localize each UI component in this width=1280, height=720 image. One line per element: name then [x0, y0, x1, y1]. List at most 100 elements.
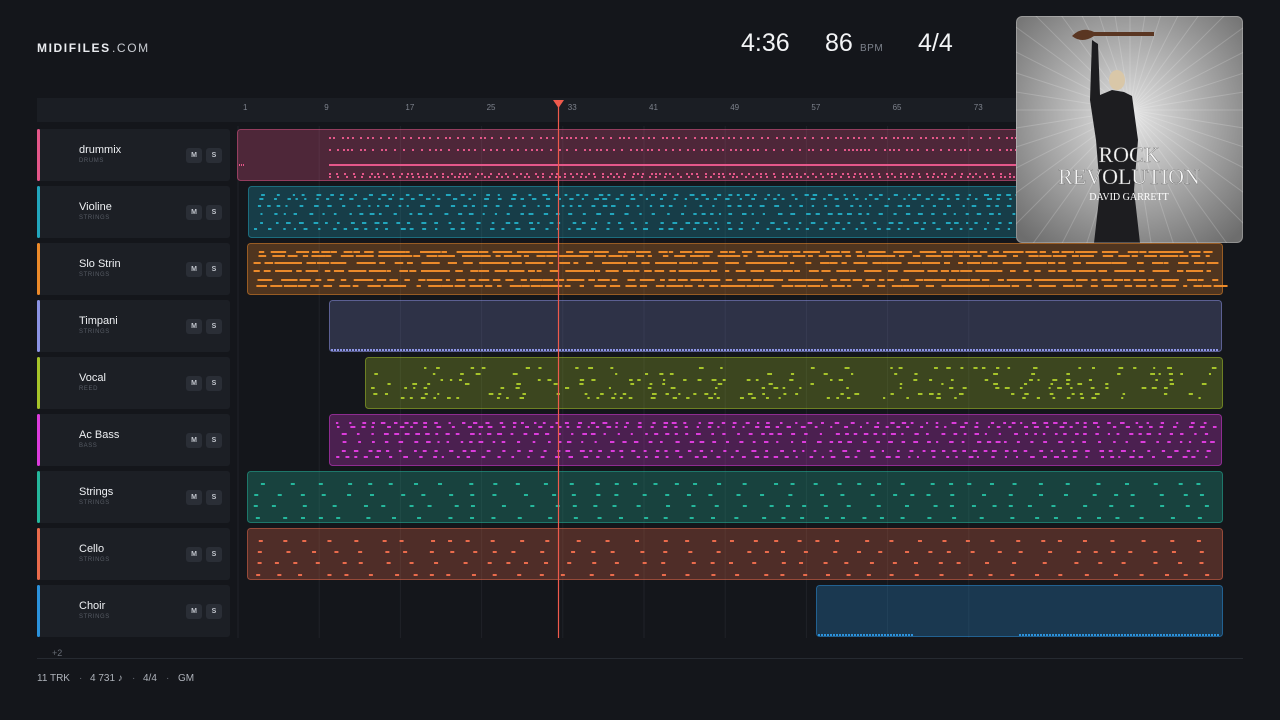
note [884, 634, 886, 636]
note [979, 251, 988, 253]
solo-button[interactable]: S [206, 490, 222, 505]
note [1052, 255, 1066, 257]
note [358, 562, 363, 564]
note [951, 176, 953, 178]
note [357, 205, 361, 207]
ray [1129, 47, 1243, 111]
note [596, 149, 598, 151]
mute-button[interactable]: M [186, 604, 202, 619]
note [512, 194, 517, 196]
note [950, 379, 954, 381]
solo-button[interactable]: S [206, 148, 222, 163]
note [684, 205, 687, 207]
note [1201, 349, 1203, 351]
note [691, 349, 693, 351]
track-header[interactable]: Violine STRINGS M S [37, 186, 230, 238]
note [929, 251, 937, 253]
mute-button[interactable]: M [186, 319, 202, 334]
note [1003, 349, 1005, 351]
note [853, 349, 855, 351]
more-tracks[interactable]: +2 [52, 648, 63, 658]
note [756, 251, 764, 253]
mute-button[interactable]: M [186, 205, 202, 220]
track-header[interactable]: Timpani STRINGS M S [37, 300, 230, 352]
solo-button[interactable]: S [206, 376, 222, 391]
note [608, 387, 611, 389]
note [578, 205, 582, 207]
note [569, 483, 574, 485]
mute-button[interactable]: M [186, 148, 202, 163]
note [239, 164, 240, 166]
mute-button[interactable]: M [186, 376, 202, 391]
note [461, 222, 465, 224]
note [1073, 634, 1075, 636]
note [770, 222, 775, 224]
note [384, 393, 389, 395]
mute-button[interactable]: M [186, 433, 202, 448]
note [1006, 349, 1008, 351]
note [388, 349, 390, 351]
track-header[interactable]: drummix DRUMS M S [37, 129, 230, 181]
note [912, 198, 917, 200]
note [420, 270, 435, 272]
note [881, 634, 883, 636]
note [958, 349, 960, 351]
footer-stat: 4 731 ♪ [90, 673, 123, 684]
note [550, 349, 552, 351]
note [343, 349, 345, 351]
note [501, 228, 505, 230]
note [342, 137, 344, 139]
note [597, 279, 610, 281]
note [670, 349, 672, 351]
note [917, 540, 922, 542]
track-header[interactable]: Choir STRINGS M S [37, 585, 230, 637]
ruler-label: 1 [243, 103, 248, 112]
track-header[interactable]: Slo Strin STRINGS M S [37, 243, 230, 295]
track-header[interactable]: Ac Bass BASS M S [37, 414, 230, 466]
track-header[interactable]: Vocal REED M S [37, 357, 230, 409]
note [1103, 634, 1105, 636]
track-header[interactable]: Cello STRINGS M S [37, 528, 230, 580]
solo-button[interactable]: S [206, 319, 222, 334]
note [329, 176, 331, 178]
track-header[interactable]: Strings STRINGS M S [37, 471, 230, 523]
note [1003, 251, 1014, 253]
note [623, 255, 628, 257]
mute-button[interactable]: M [186, 490, 202, 505]
note [893, 194, 898, 196]
mute-button[interactable]: M [186, 547, 202, 562]
note [417, 517, 422, 519]
note [966, 222, 969, 224]
note [600, 393, 604, 395]
solo-button[interactable]: S [206, 205, 222, 220]
note [255, 517, 260, 519]
note [633, 483, 638, 485]
figure [1090, 40, 1140, 243]
clip [247, 243, 1228, 295]
note [1131, 255, 1138, 257]
note [956, 198, 960, 200]
note [350, 426, 356, 428]
ray [1129, 109, 1243, 243]
note [354, 456, 358, 458]
note [949, 349, 951, 351]
note [711, 379, 717, 381]
solo-button[interactable]: S [206, 547, 222, 562]
note [1102, 349, 1104, 351]
solo-button[interactable]: S [206, 262, 222, 277]
mute-button[interactable]: M [186, 262, 202, 277]
note [776, 279, 784, 281]
note [753, 279, 762, 281]
note [441, 456, 444, 458]
solo-button[interactable]: S [206, 604, 222, 619]
solo-button[interactable]: S [206, 433, 222, 448]
note [534, 422, 537, 424]
note [1072, 456, 1077, 458]
note [790, 137, 792, 139]
note [363, 198, 368, 200]
note [1160, 422, 1165, 424]
note [665, 433, 670, 435]
note [655, 349, 657, 351]
note [900, 483, 905, 485]
note [397, 349, 399, 351]
